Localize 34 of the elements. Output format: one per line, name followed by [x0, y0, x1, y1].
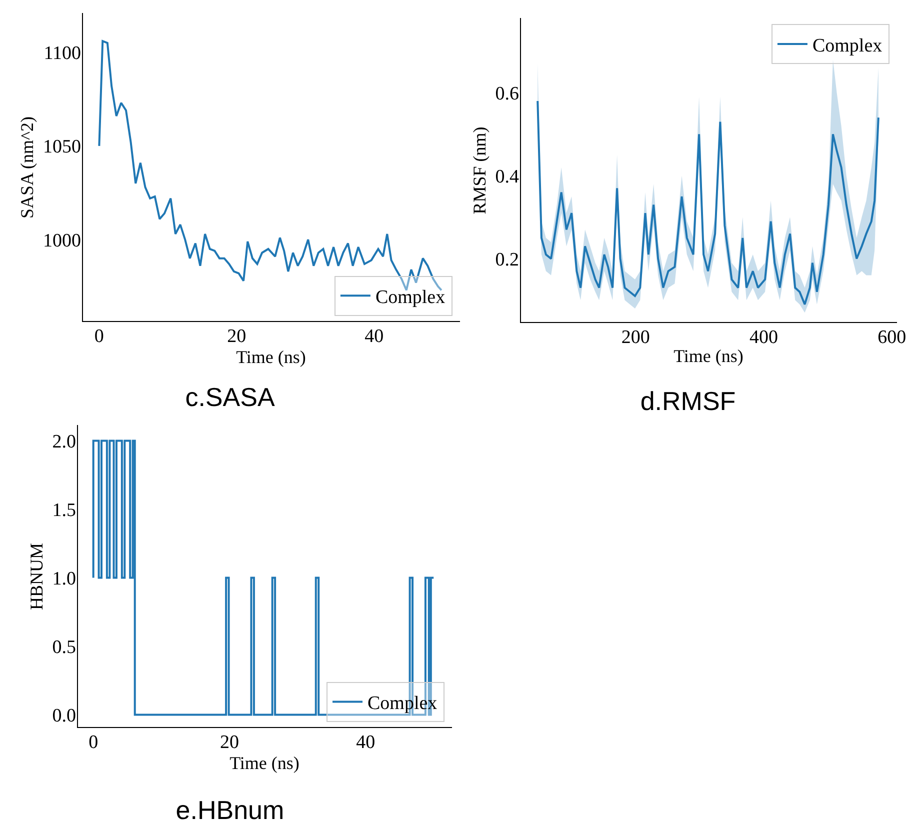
x-axis-title: Time (ns)	[674, 346, 744, 366]
y-tick-label: 0.4	[495, 166, 520, 188]
line-series	[98, 40, 442, 292]
y-tick-label: 2.0	[52, 431, 76, 452]
text: d.RMSF	[639, 386, 737, 417]
legend-label: Complex	[368, 693, 438, 714]
x-tick-label: 0	[88, 732, 98, 753]
y-tick-label: 0.5	[52, 636, 76, 658]
y-tick-label: 1.5	[52, 500, 76, 521]
y-axis-title: RMSF (nm)	[469, 126, 490, 214]
x-tick-label: 20	[220, 732, 239, 753]
line-series	[536, 100, 880, 306]
y-axis-title: HBNUM	[26, 542, 46, 610]
y-tick-label: 1.0	[52, 568, 76, 590]
legend-label: Complex	[812, 35, 883, 56]
legend-label: Complex	[375, 287, 446, 308]
y-tick-label: 1100	[44, 42, 81, 64]
x-tick-label: 20	[227, 326, 246, 347]
y-tick-label: 0.6	[495, 83, 519, 104]
y-tick-label: 1050	[43, 136, 81, 158]
text: e.HBnum	[174, 795, 286, 826]
x-tick-label: 600	[878, 327, 906, 348]
x-axis-title: Time (ns)	[230, 753, 300, 773]
x-axis-title: Time (ns)	[236, 347, 306, 367]
y-tick-label: 1000	[43, 230, 81, 252]
x-tick-label: 200	[621, 327, 650, 348]
x-tick-label: 0	[94, 326, 104, 347]
y-tick-label: 0.2	[495, 249, 519, 270]
x-tick-label: 400	[750, 327, 778, 348]
x-tick-label: 40	[364, 326, 384, 347]
y-tick-label: 0.0	[52, 705, 76, 726]
text: c.SASA	[184, 382, 276, 413]
y-axis-title: SASA (nm^2)	[17, 116, 38, 218]
x-tick-label: 40	[356, 732, 376, 753]
